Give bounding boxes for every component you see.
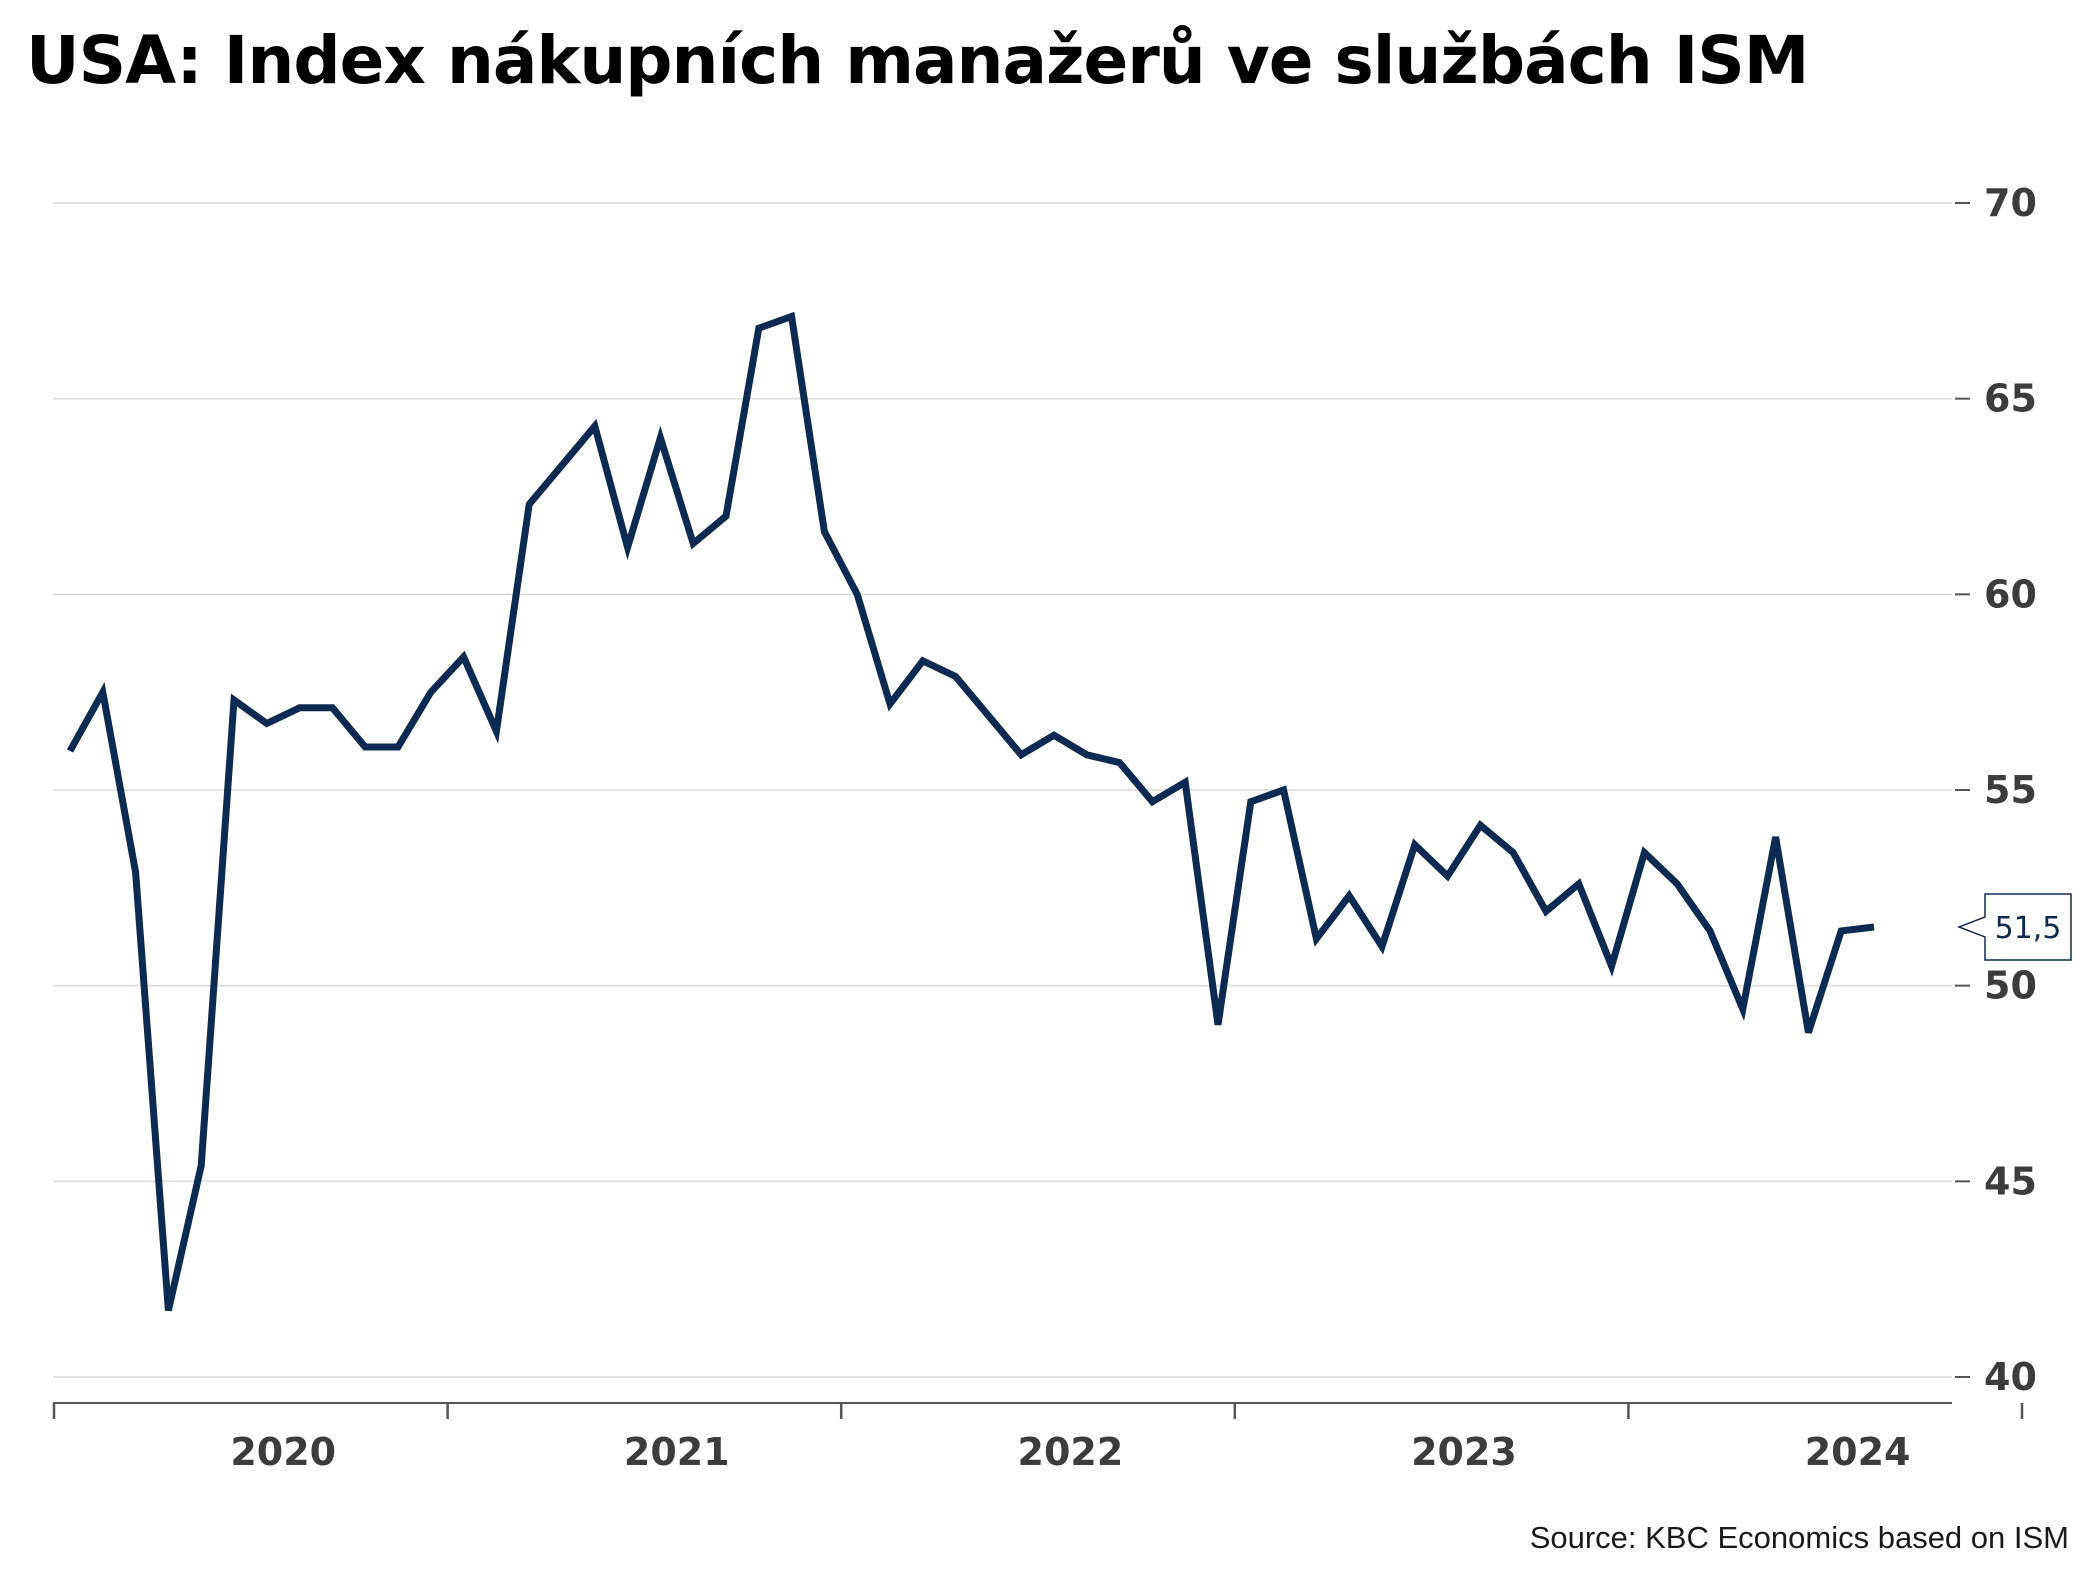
y-tick-label: 50 (1984, 964, 2037, 1008)
x-tick-label: 2021 (624, 1430, 730, 1474)
last-value-box (1956, 893, 2072, 961)
series-layer (66, 311, 1875, 1312)
x-tick-label: 2020 (230, 1430, 336, 1474)
y-tick-label: 40 (1984, 1355, 2037, 1399)
series-line (66, 311, 1875, 1312)
chart-title: USA: Index nákupních manažerů ve službác… (26, 22, 1809, 99)
y-tick-label: 55 (1984, 768, 2037, 812)
y-tick-label: 65 (1984, 377, 2037, 421)
x-tick-label: 2023 (1411, 1430, 1517, 1474)
last-value-label: 51,5 (1995, 911, 2062, 946)
x-tick-label: 2024 (1805, 1430, 1911, 1474)
source-note: Source: KBC Economics based on ISM (1529, 1520, 2069, 1555)
y-tick-label: 45 (1984, 1159, 2037, 1203)
last-value-callout: 51,5 (1956, 893, 2072, 961)
x-tick-label: 2022 (1018, 1430, 1124, 1474)
y-tick-label: 60 (1984, 572, 2037, 616)
x-axis: 2020 2021 2022 2023 2024 (52, 1402, 2024, 1474)
y-tick-label: 70 (1984, 181, 2037, 225)
grid-lines (53, 202, 1952, 1378)
y-axis: 40 45 50 55 60 65 70 (1955, 181, 2037, 1399)
